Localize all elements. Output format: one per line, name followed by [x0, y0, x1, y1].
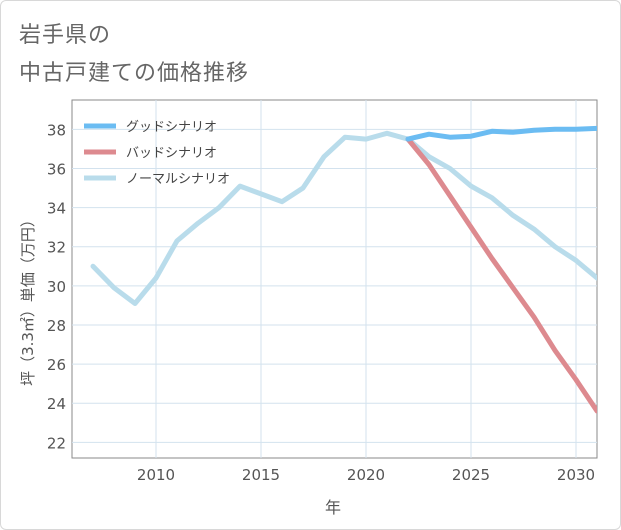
y-tick-label: 34	[47, 200, 66, 218]
y-tick-label: 24	[47, 395, 66, 413]
series-line-1	[405, 125, 597, 142]
legend-label: グッドシナリオ	[126, 120, 217, 135]
x-tick-label: 2015	[242, 466, 280, 484]
y-tick-label: 28	[47, 317, 66, 335]
series-lines	[90, 125, 597, 414]
y-tick-label: 38	[47, 121, 66, 139]
y-tick-label: 32	[47, 239, 66, 257]
series-line-3	[90, 130, 597, 306]
x-tick-label: 2010	[137, 466, 175, 484]
x-tick-label: 2025	[452, 466, 490, 484]
legend-label: ノーマルシナリオ	[126, 172, 230, 187]
x-tick-label: 2020	[347, 466, 385, 484]
chart-title-line-2: 中古戸建ての価格推移	[19, 61, 250, 86]
x-tick-label: 2030	[557, 466, 595, 484]
x-tick-labels: 2010 2015 2020 2025 2030	[137, 466, 595, 484]
y-tick-labels: 22 24 26 28 30 32 34 36 38	[47, 121, 66, 452]
y-tick-label: 36	[47, 160, 66, 178]
chart-title-line-1: 岩手県の	[19, 23, 112, 48]
y-tick-label: 30	[47, 278, 66, 296]
y-tick-label: 26	[47, 356, 66, 374]
x-axis-label: 年	[325, 498, 341, 517]
y-tick-label: 22	[47, 434, 66, 452]
legend-label: バッドシナリオ	[126, 146, 217, 161]
series-line-2	[405, 136, 597, 414]
y-axis-label: 坪（3.3㎡）単価（万円）	[19, 212, 37, 386]
